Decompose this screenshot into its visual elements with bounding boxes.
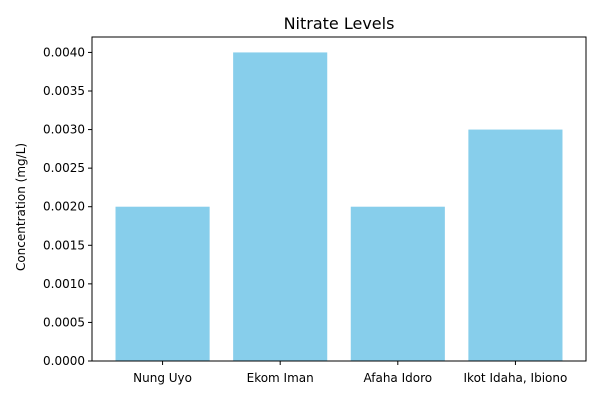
chart-title: Nitrate Levels bbox=[284, 14, 395, 33]
bars-layer bbox=[115, 52, 563, 362]
x-tick-label-1: Ekom Iman bbox=[247, 371, 314, 385]
bar-1 bbox=[233, 52, 328, 362]
bar-2 bbox=[350, 206, 445, 361]
y-tick-label-1: 0.0005 bbox=[43, 315, 85, 329]
y-tick-label-4: 0.0020 bbox=[43, 200, 85, 214]
bar-3 bbox=[468, 129, 563, 361]
bar-0 bbox=[115, 206, 210, 361]
y-tick-label-0: 0.0000 bbox=[43, 354, 85, 368]
y-tick-label-8: 0.0040 bbox=[43, 45, 85, 59]
y-tick-label-2: 0.0010 bbox=[43, 277, 85, 291]
y-tick-label-5: 0.0025 bbox=[43, 161, 85, 175]
y-tick-label-3: 0.0015 bbox=[43, 238, 85, 252]
y-tick-label-7: 0.0035 bbox=[43, 84, 85, 98]
y-tick-label-6: 0.0030 bbox=[43, 123, 85, 137]
x-tick-label-2: Afaha Idoro bbox=[363, 371, 432, 385]
x-tick-label-3: Ikot Idaha, Ibiono bbox=[464, 371, 568, 385]
x-tick-label-0: Nung Uyo bbox=[133, 371, 192, 385]
plot-frame bbox=[91, 36, 587, 362]
y-ticks-layer: 0.0000 0.0005 0.0010 0.0015 0.0020 0.0025 0.00… bbox=[43, 45, 92, 368]
y-axis-label: Concentration (mg/L) bbox=[14, 143, 28, 271]
x-ticks-layer: Nung Uyo Ekom Iman Afaha Idoro Ikot Idaha, … bbox=[133, 361, 567, 385]
